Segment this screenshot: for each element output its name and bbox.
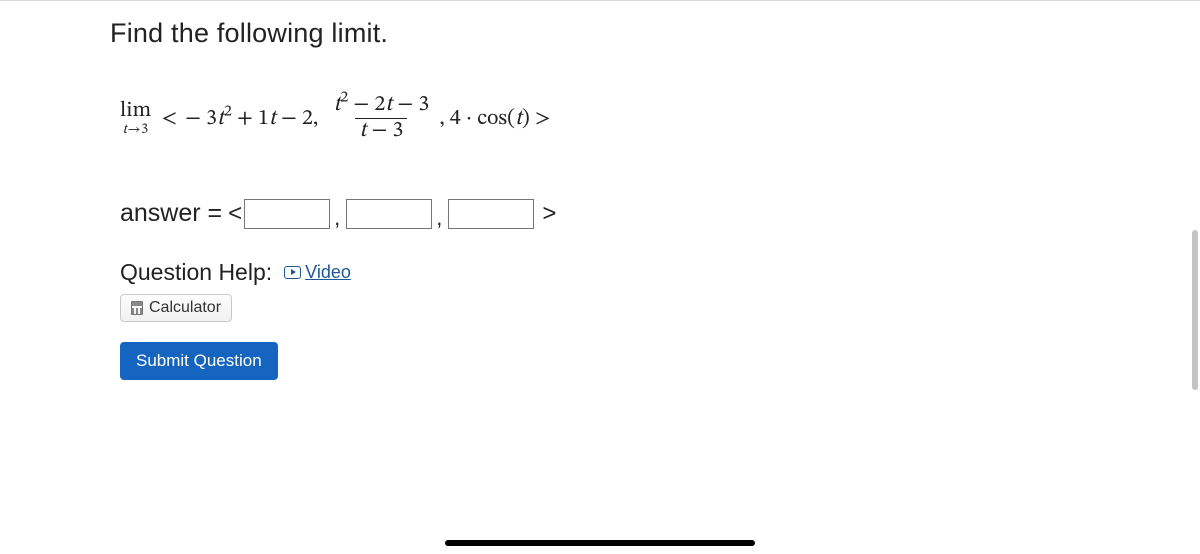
component-3: , 4 · cos(t) xyxy=(439,105,535,133)
question-help-label: Question Help: xyxy=(120,259,272,286)
video-link-text: Video xyxy=(305,262,351,283)
lim-operator: lim t→3 xyxy=(120,100,151,137)
fraction-numerator: t2 − 2t − 3 xyxy=(329,93,433,118)
answer-label: answer = xyxy=(120,199,222,228)
limit-expression: lim t→3 < − 3t2 + 1t − 2, t2 − 2t − 3 t … xyxy=(120,93,1200,145)
component-2-fraction: t2 − 2t − 3 t − 3 xyxy=(329,93,433,145)
answer-comma-2: , xyxy=(436,205,442,231)
vector-close: > xyxy=(535,105,551,133)
lim-label: lim xyxy=(120,100,151,123)
question-help: Question Help: Video xyxy=(120,259,1200,286)
vector-open: < xyxy=(161,105,177,133)
answer-close: > xyxy=(542,200,556,228)
calculator-label: Calculator xyxy=(149,299,221,317)
scrollbar-thumb[interactable] xyxy=(1192,230,1198,390)
submit-label: Submit Question xyxy=(136,351,262,370)
fraction-denominator: t − 3 xyxy=(355,118,407,144)
video-link[interactable]: Video xyxy=(284,262,351,283)
calculator-icon xyxy=(131,301,143,315)
question-prompt: Find the following limit. xyxy=(110,18,1200,49)
answer-comma-1: , xyxy=(334,205,340,231)
divider-top xyxy=(0,0,1200,1)
submit-button[interactable]: Submit Question xyxy=(120,342,278,380)
lim-subscript: t→3 xyxy=(123,123,149,138)
answer-input-2[interactable] xyxy=(346,199,432,229)
calculator-button[interactable]: Calculator xyxy=(120,294,232,322)
answer-input-1[interactable] xyxy=(244,199,330,229)
answer-row: answer = < , , > xyxy=(120,199,1200,229)
video-icon xyxy=(284,266,301,279)
home-indicator xyxy=(445,540,755,546)
component-1: − 3t2 + 1t − 2, xyxy=(185,105,323,133)
answer-input-3[interactable] xyxy=(448,199,534,229)
question-body: Find the following limit. lim t→3 < − 3t… xyxy=(0,0,1200,380)
answer-open: < xyxy=(228,200,242,228)
